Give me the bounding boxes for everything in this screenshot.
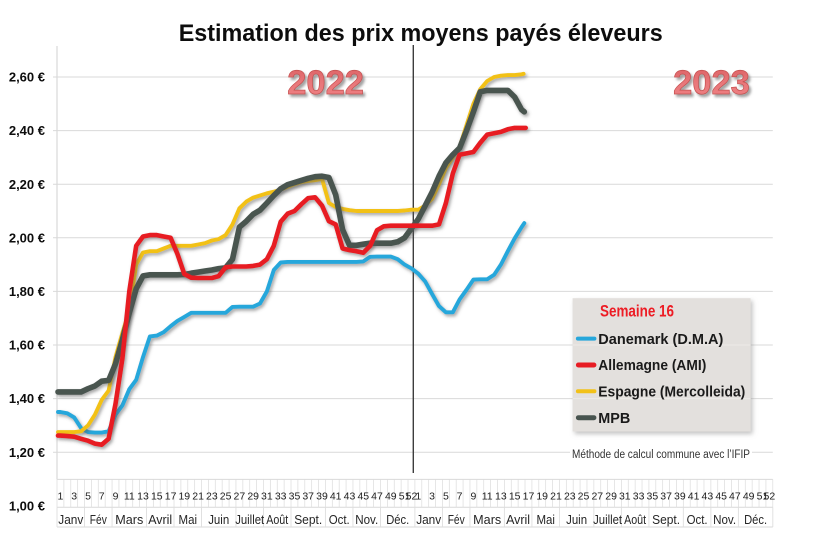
svg-text:52: 52	[764, 491, 776, 503]
svg-text:17: 17	[523, 491, 535, 503]
svg-text:Août: Août	[624, 513, 646, 527]
svg-text:1,40 €: 1,40 €	[9, 391, 45, 406]
svg-text:51: 51	[757, 491, 769, 503]
svg-text:31: 31	[261, 491, 273, 503]
svg-text:Fév: Fév	[90, 513, 108, 527]
svg-text:11: 11	[482, 491, 493, 503]
svg-text:2023: 2023	[673, 64, 750, 102]
svg-text:49: 49	[743, 491, 755, 503]
svg-text:MPB: MPB	[598, 411, 630, 427]
svg-text:41: 41	[688, 491, 700, 503]
svg-text:23: 23	[206, 491, 218, 503]
svg-text:15: 15	[151, 491, 163, 503]
svg-text:Août: Août	[266, 513, 288, 527]
svg-text:3: 3	[71, 491, 77, 503]
svg-text:Semaine 16: Semaine 16	[600, 302, 674, 320]
svg-text:Juillet: Juillet	[593, 513, 622, 527]
svg-text:1,20 €: 1,20 €	[9, 445, 45, 460]
svg-text:Juin: Juin	[208, 513, 229, 527]
svg-text:7: 7	[99, 491, 105, 503]
svg-text:Estimation des prix moyens pay: Estimation des prix moyens payés éleveur…	[179, 20, 663, 47]
svg-text:Mai: Mai	[179, 513, 198, 527]
svg-text:2,00 €: 2,00 €	[9, 230, 45, 245]
svg-text:43: 43	[344, 491, 356, 503]
svg-text:Oct.: Oct.	[329, 513, 350, 527]
svg-text:31: 31	[619, 491, 631, 503]
svg-text:5: 5	[85, 491, 91, 503]
svg-text:49: 49	[385, 491, 397, 503]
svg-text:Juin: Juin	[566, 513, 587, 527]
svg-text:Espagne (Mercolleida): Espagne (Mercolleida)	[598, 385, 745, 401]
svg-text:Nov.: Nov.	[713, 513, 736, 527]
svg-text:21: 21	[192, 491, 204, 503]
svg-text:25: 25	[220, 491, 232, 503]
svg-text:13: 13	[495, 491, 507, 503]
svg-text:29: 29	[605, 491, 617, 503]
svg-text:Déc.: Déc.	[744, 513, 767, 527]
svg-text:Allemagne (AMI): Allemagne (AMI)	[598, 358, 706, 374]
svg-text:37: 37	[302, 491, 314, 503]
svg-text:Méthode de calcul commune avec: Méthode de calcul commune avec l’IFIP	[572, 449, 750, 461]
svg-text:15: 15	[509, 491, 521, 503]
svg-text:Sept.: Sept.	[652, 513, 680, 527]
svg-text:52: 52	[406, 491, 418, 503]
svg-text:1,80 €: 1,80 €	[9, 284, 45, 299]
svg-text:Janv: Janv	[58, 513, 84, 527]
svg-text:Mars: Mars	[473, 513, 501, 527]
svg-text:7: 7	[457, 491, 463, 503]
svg-text:3: 3	[429, 491, 435, 503]
svg-text:21: 21	[550, 491, 562, 503]
svg-text:Mai: Mai	[536, 513, 555, 527]
svg-text:27: 27	[234, 491, 246, 503]
svg-text:13: 13	[137, 491, 149, 503]
svg-text:47: 47	[729, 491, 741, 503]
svg-text:1,60 €: 1,60 €	[9, 338, 45, 353]
svg-text:17: 17	[165, 491, 177, 503]
svg-text:45: 45	[357, 491, 369, 503]
svg-text:2,20 €: 2,20 €	[9, 177, 45, 192]
svg-text:43: 43	[702, 491, 714, 503]
svg-text:Danemark (D.M.A): Danemark (D.M.A)	[598, 332, 723, 348]
svg-text:Avril: Avril	[506, 513, 530, 527]
svg-text:35: 35	[647, 491, 659, 503]
svg-text:Janv: Janv	[416, 513, 442, 527]
svg-text:1,00 €: 1,00 €	[9, 498, 45, 513]
svg-text:Fév: Fév	[448, 513, 466, 527]
svg-text:9: 9	[113, 491, 119, 503]
svg-text:19: 19	[536, 491, 548, 503]
svg-text:1: 1	[415, 491, 421, 503]
svg-text:1: 1	[57, 491, 63, 503]
svg-text:19: 19	[178, 491, 190, 503]
svg-text:27: 27	[591, 491, 603, 503]
svg-text:33: 33	[275, 491, 287, 503]
svg-text:23: 23	[564, 491, 576, 503]
svg-text:Nov.: Nov.	[355, 513, 378, 527]
svg-text:Avril: Avril	[148, 513, 172, 527]
svg-text:35: 35	[289, 491, 301, 503]
svg-text:45: 45	[715, 491, 727, 503]
svg-text:2,40 €: 2,40 €	[9, 123, 45, 138]
svg-text:9: 9	[470, 491, 476, 503]
svg-text:39: 39	[674, 491, 686, 503]
svg-text:25: 25	[578, 491, 590, 503]
svg-text:Juillet: Juillet	[235, 513, 264, 527]
svg-text:Sept.: Sept.	[294, 513, 322, 527]
svg-text:47: 47	[371, 491, 383, 503]
svg-text:Déc.: Déc.	[386, 513, 409, 527]
svg-text:41: 41	[330, 491, 342, 503]
svg-text:37: 37	[660, 491, 672, 503]
svg-text:2,60 €: 2,60 €	[9, 70, 45, 85]
svg-text:33: 33	[633, 491, 645, 503]
svg-text:51: 51	[399, 491, 411, 503]
svg-text:5: 5	[443, 491, 449, 503]
svg-text:39: 39	[316, 491, 328, 503]
svg-text:Oct.: Oct.	[687, 513, 708, 527]
svg-text:2022: 2022	[287, 64, 364, 102]
svg-text:Mars: Mars	[115, 513, 143, 527]
svg-text:29: 29	[247, 491, 259, 503]
svg-text:11: 11	[124, 491, 135, 503]
